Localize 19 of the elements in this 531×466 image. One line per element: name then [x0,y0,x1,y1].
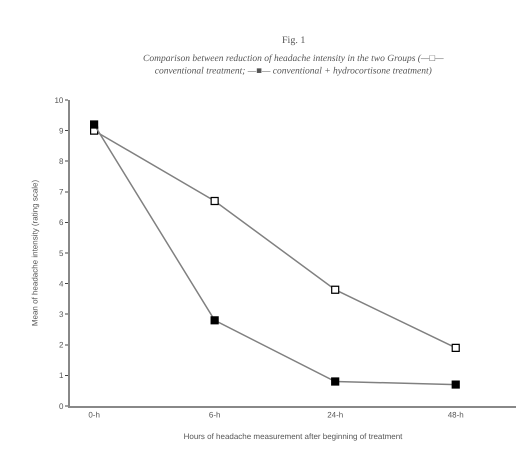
y-axis-title: Mean of headache intensity (rating scale) [30,180,40,326]
x-tick-label: 24-h [327,410,344,420]
y-tick-label: 2 [58,340,64,350]
y-tick-label: 1 [58,371,64,380]
chart-subtitle: Comparison between reduction of headache intensity in the two Groups (—□— conventional treatment; —■— conventional + hydrocortisone treatment) [143,54,444,76]
y-tick-label: 5 [58,248,64,258]
y-tick-label: 6 [58,218,64,228]
y-tick-label: 10 [54,96,64,105]
x-axis-title: Hours of headache measurement after beginning of treatment [184,432,404,442]
y-tick-label: 3 [58,310,64,319]
y-tick-label: 8 [58,157,64,166]
x-tick-label: 0-h [88,410,100,420]
chart-title: Fig. 1 [282,35,306,46]
y-tick-label: 9 [58,126,64,136]
x-tick-label: 6-h [208,410,220,420]
y-tick-label: 0 [58,402,64,411]
y-tick-label: 4 [58,279,64,288]
x-tick-label: 48-h [448,410,464,420]
y-tick-label: 7 [58,188,64,197]
